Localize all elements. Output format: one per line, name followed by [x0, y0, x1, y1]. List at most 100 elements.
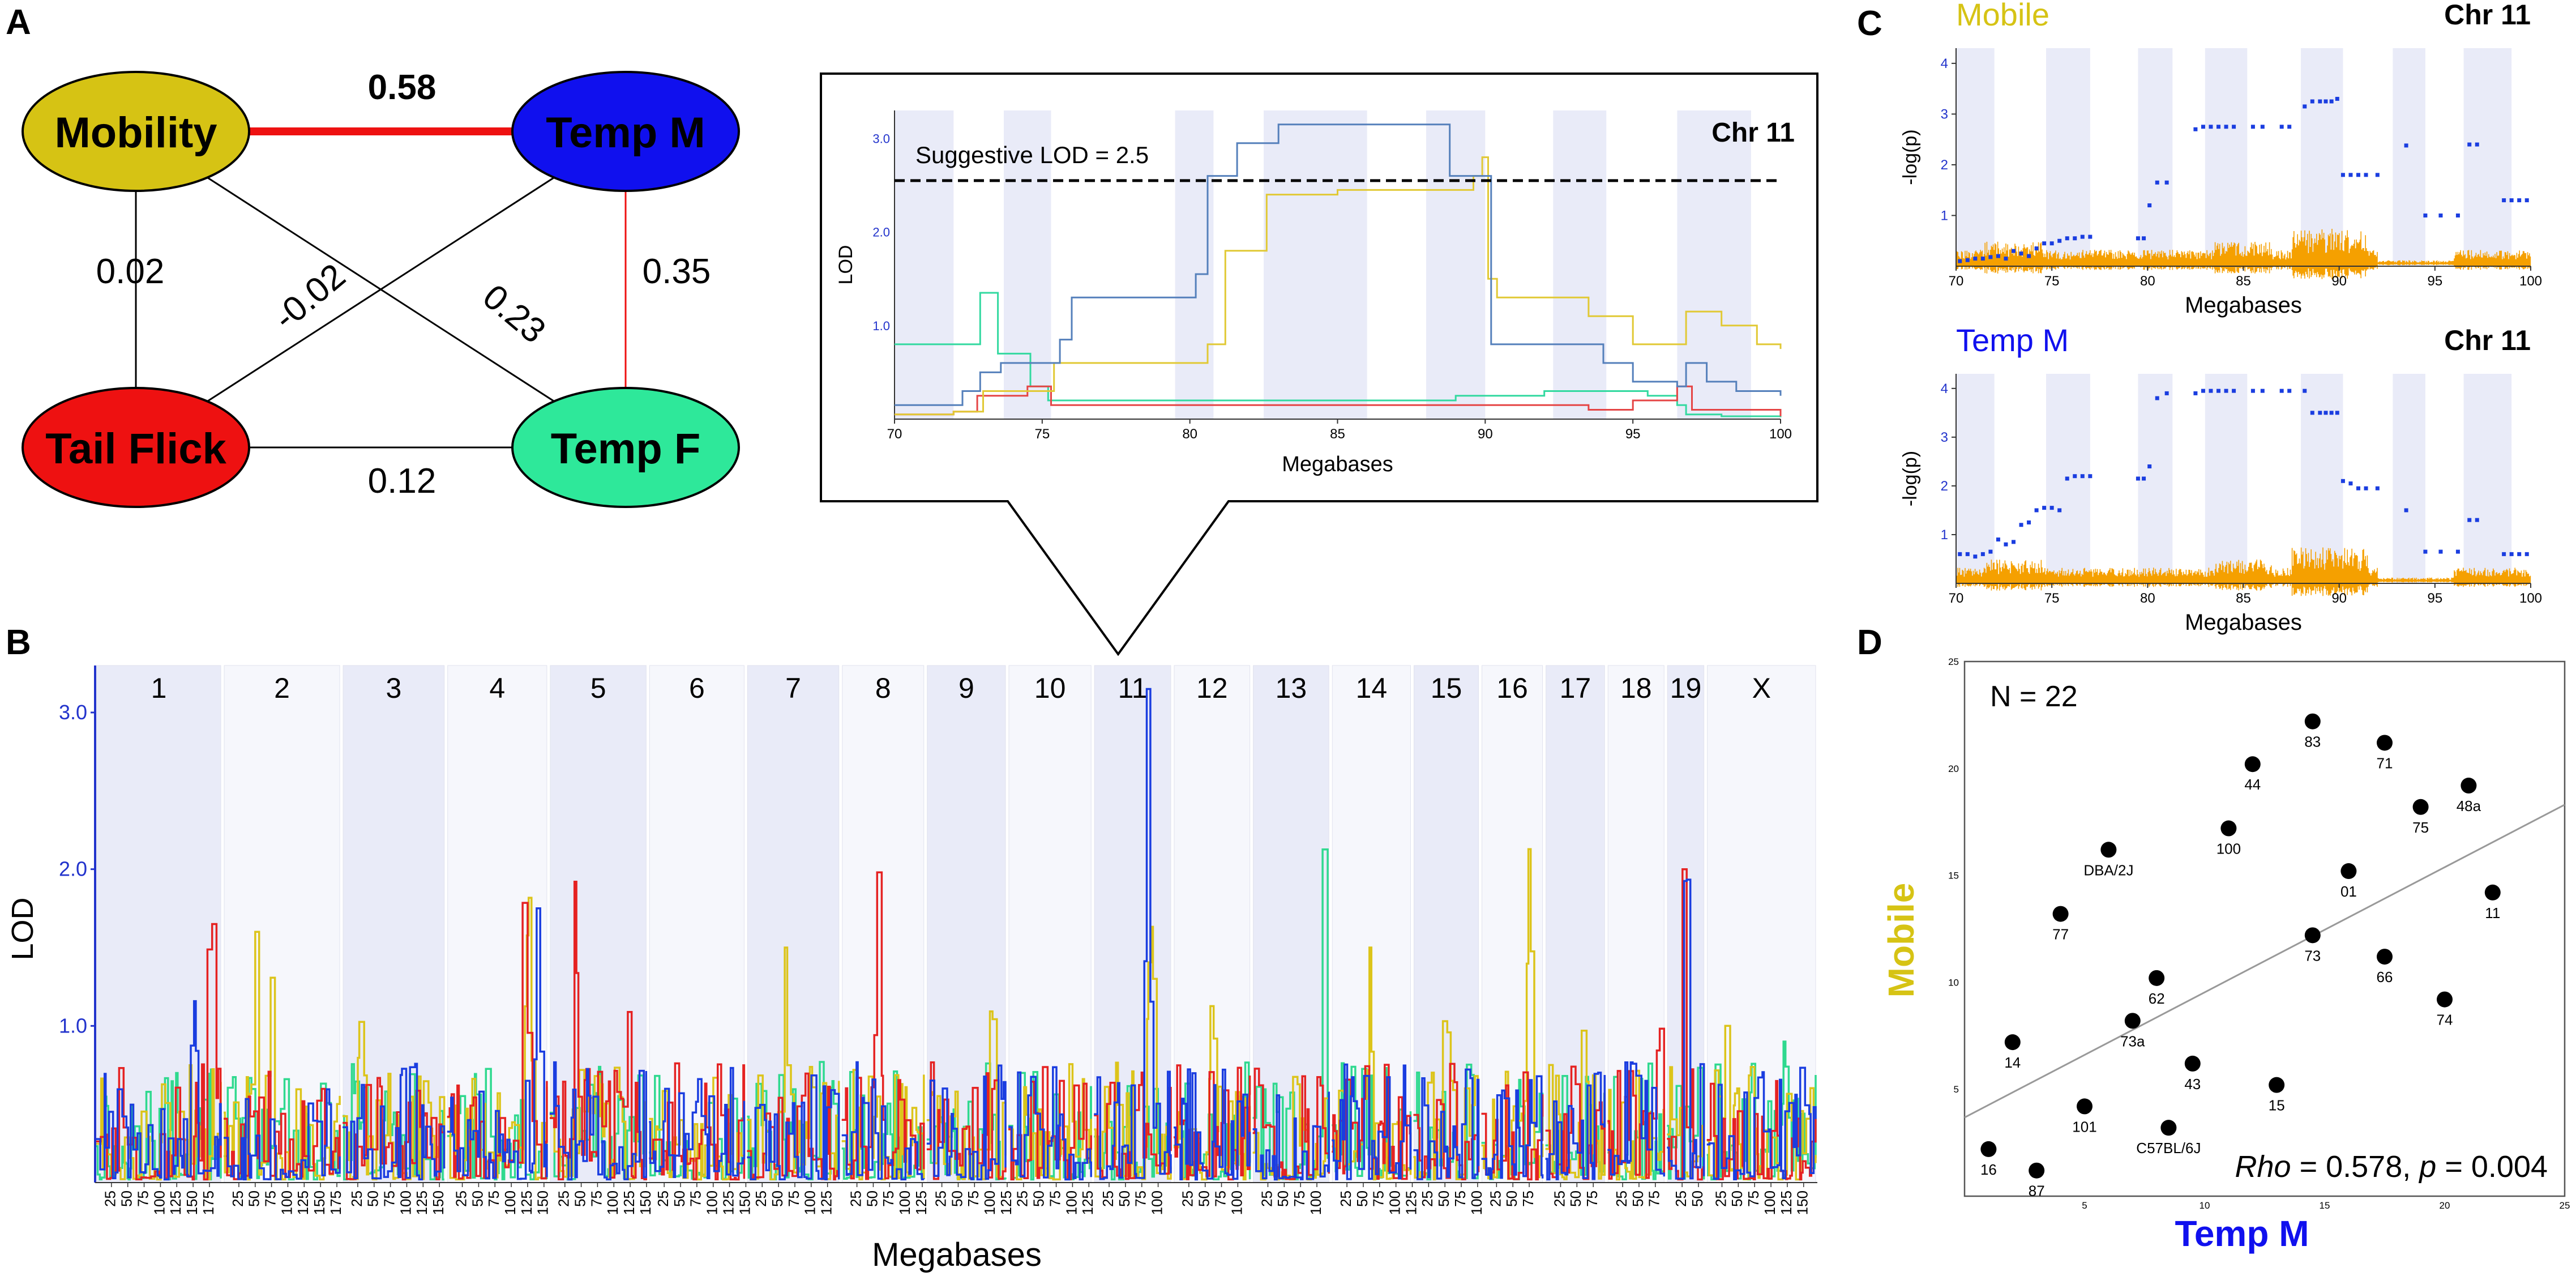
chromosome-band [927, 665, 1006, 1183]
x-tick-label: 50 [246, 1191, 263, 1207]
snp-point [2147, 203, 2152, 208]
x-tick-label: 25 [2560, 1200, 2570, 1211]
snp-point [2502, 552, 2506, 556]
snp-point [2004, 257, 2008, 261]
x-tick-label: 25 [348, 1191, 365, 1207]
chromosome-band [1553, 110, 1607, 419]
strain-label: 16 [1980, 1161, 1997, 1178]
x-tick-label: 25 [1099, 1191, 1116, 1207]
genome-scan-chart: 1 2 3 4 5 6 7 8 9 10 11 12 13 14 15 16 17 18 19 X1.02.03.02… [6, 665, 1817, 1273]
x-tick-label: 150 [311, 1191, 328, 1215]
snp-point [2080, 474, 2085, 479]
x-tick-label: 25 [1712, 1191, 1729, 1207]
x-tick-label: 70 [887, 426, 902, 442]
x-tick-label: 125 [294, 1191, 311, 1215]
x-tick-label: 25 [1419, 1191, 1436, 1207]
y-tick-label: 3 [1941, 106, 1948, 122]
snp-point [2279, 125, 2284, 129]
correlation-network: 0.58 0.02 -0.02 0.23 0.35 0.12 Mobility Temp M T… [22, 68, 740, 508]
x-tick-label: 20 [2440, 1200, 2450, 1211]
x-tick-label: 75 [1046, 1191, 1063, 1207]
chromosome-label: 3 [386, 672, 401, 704]
x-tick-label: 100 [1387, 1191, 1403, 1215]
strain-point [2269, 1077, 2285, 1093]
strain-label: C57BL/6J [2136, 1140, 2201, 1157]
snp-point [2375, 173, 2380, 177]
chromosome-band [895, 110, 954, 419]
edge-label: 0.02 [96, 252, 165, 291]
gwas-mobile-chart: 70 75 80 85 90 95 100 1 2 3 4 Mobile Chr 11 Megabases… [1899, 0, 2542, 318]
snp-point [2303, 389, 2307, 393]
x-tick-label: 150 [534, 1191, 551, 1215]
snp-point [2136, 476, 2140, 481]
x-tick-label: 100 [2519, 591, 2542, 606]
snp-point [2142, 476, 2146, 481]
snp-point [2147, 464, 2152, 468]
x-tick-label: 90 [2331, 274, 2347, 289]
strain-point [1980, 1141, 1997, 1157]
strain-point [2184, 1055, 2201, 1072]
x-tick-label: 100 [1148, 1191, 1165, 1215]
snp-point [2310, 411, 2314, 415]
snp-point [2475, 518, 2479, 522]
chromosome-label: 5 [590, 672, 606, 704]
x-tick-label: 50 [769, 1191, 786, 1207]
snp-point [2065, 476, 2069, 481]
y-tick-label: 4 [1941, 56, 1948, 71]
chromosome-label: 19 [1670, 672, 1702, 704]
snp-point [2201, 389, 2205, 393]
snp-point [2375, 486, 2380, 490]
x-tick-label: 100 [1769, 426, 1792, 442]
x-tick-label: 150 [637, 1191, 654, 1215]
y-tick-label: 4 [1941, 381, 1948, 396]
x-tick-label: 75 [262, 1191, 279, 1207]
snp-point [1996, 537, 2000, 542]
x-tick-label: 70 [1949, 591, 1964, 606]
chromosome-label: 6 [689, 672, 705, 704]
strain-point [2149, 970, 2165, 986]
chromosome-band [2205, 48, 2248, 266]
snp-point [2303, 104, 2307, 109]
snp-point [2455, 549, 2460, 554]
x-tick-label: 75 [1646, 1191, 1663, 1207]
snp-point [2335, 97, 2339, 101]
snp-point [2012, 540, 2016, 544]
y-tick-label: 1 [1941, 208, 1948, 223]
strain-label: 44 [2244, 776, 2261, 793]
strain-label: 15 [2269, 1097, 2285, 1114]
x-tick-label: 95 [2427, 274, 2442, 289]
lod-trace-temp-m [96, 688, 1817, 1181]
snp-point [2209, 389, 2213, 393]
x-axis-label: Temp M [2175, 1213, 2309, 1254]
x-tick-label: 80 [2140, 591, 2155, 606]
strain-point [2412, 799, 2429, 815]
x-tick-label: 75 [1132, 1191, 1149, 1207]
x-tick-label: 25 [1551, 1191, 1568, 1207]
snp-point [2049, 506, 2054, 510]
strain-point [2124, 1013, 2141, 1029]
panel-label-b: B [6, 623, 31, 662]
x-tick-label: 25 [1487, 1191, 1504, 1207]
snp-point [2057, 238, 2062, 243]
snp-point [2467, 142, 2472, 147]
strain-label: 62 [2149, 990, 2165, 1007]
edge-label: 0.23 [476, 277, 553, 351]
x-tick-label: 100 [802, 1191, 819, 1215]
x-tick-label: 125 [1778, 1191, 1795, 1215]
y-axis-label: Mobile [1881, 883, 1922, 998]
x-tick-label: 75 [1370, 1191, 1387, 1207]
x-tick-label: 75 [1520, 1191, 1537, 1207]
chromosome-band [1426, 110, 1486, 419]
chromosome-band [1008, 665, 1092, 1183]
x-tick-label: 75 [880, 1191, 897, 1207]
x-tick-label: 50 [1196, 1191, 1213, 1207]
snp-point [2335, 411, 2339, 415]
strain-point [2244, 756, 2261, 773]
x-tick-label: 125 [720, 1191, 737, 1215]
x-tick-label: 25 [102, 1191, 119, 1207]
snp-point [2073, 474, 2077, 479]
x-tick-label: 75 [2044, 591, 2060, 606]
strain-label: 43 [2184, 1076, 2201, 1093]
x-tick-label: 50 [1629, 1191, 1646, 1207]
x-tick-label: 25 [1014, 1191, 1031, 1207]
